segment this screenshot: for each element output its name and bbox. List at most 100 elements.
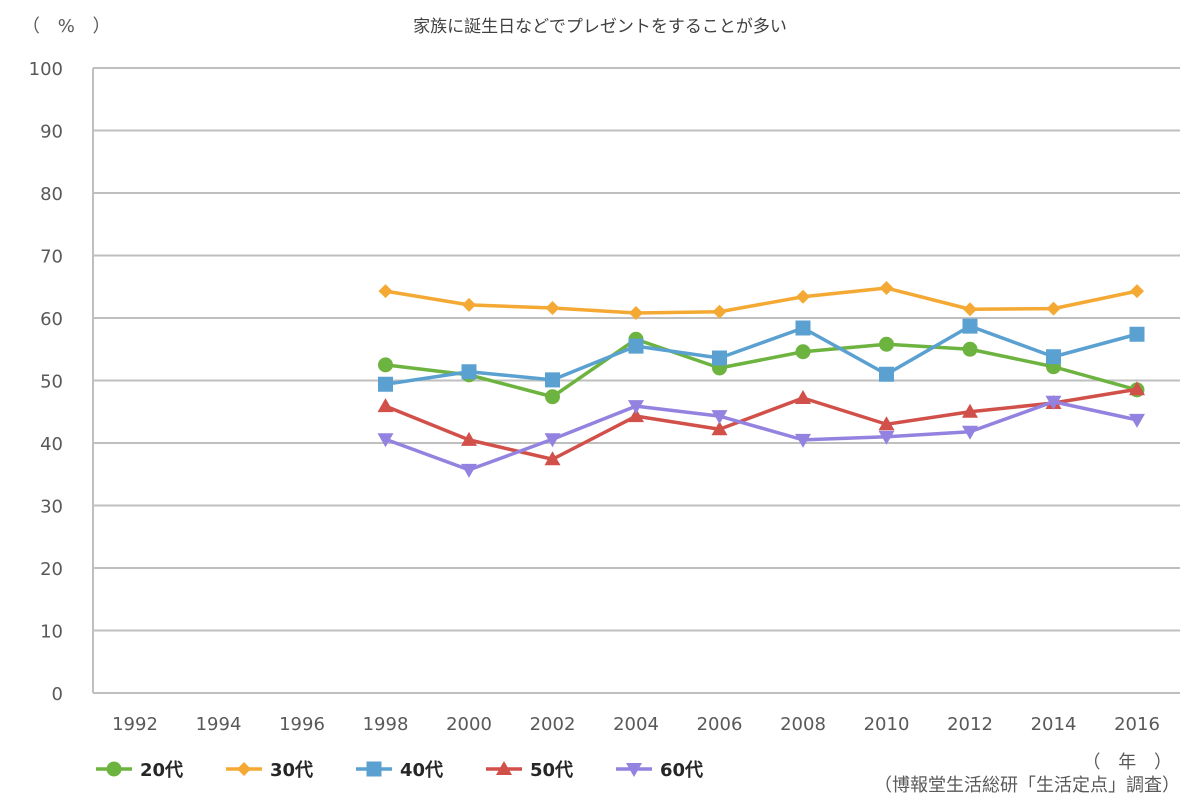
data-point-diamond	[545, 301, 560, 315]
y-tick-label: 10	[40, 622, 63, 643]
y-tick-label: 90	[40, 122, 63, 143]
x-tick-label: 1996	[279, 714, 325, 735]
data-point-circle	[962, 341, 978, 357]
x-tick-label: 1992	[112, 714, 158, 735]
data-point-triangle-down	[377, 433, 394, 448]
data-point-triangle-up	[496, 761, 512, 775]
data-point-diamond	[879, 281, 894, 295]
series-40s	[378, 318, 1145, 392]
y-tick-label: 0	[52, 684, 63, 705]
x-tick-label: 2004	[613, 714, 659, 735]
data-point-triangle-down	[544, 433, 561, 448]
legend-label: 20代	[140, 760, 184, 781]
data-point-triangle-up	[544, 451, 561, 466]
data-point-triangle-down	[795, 433, 811, 448]
data-point-triangle-down	[878, 430, 895, 445]
legend-marker-circle-icon	[96, 761, 132, 777]
y-axis-unit-label: （ % ）	[22, 16, 117, 37]
data-point-diamond	[462, 297, 476, 312]
data-point-diamond	[237, 762, 251, 776]
data-point-circle	[378, 357, 393, 373]
data-point-square	[461, 364, 477, 380]
data-point-square	[1129, 326, 1145, 342]
data-point-diamond	[378, 284, 393, 299]
data-point-diamond	[629, 306, 643, 320]
data-point-circle	[545, 389, 560, 405]
data-point-triangle-up	[795, 390, 811, 404]
x-tick-label: 2008	[780, 714, 826, 735]
data-point-triangle-up	[962, 403, 978, 418]
data-point-triangle-up	[711, 421, 728, 436]
legend-marker-triangle-down-icon	[616, 763, 652, 777]
legend-item-30s: 30代	[226, 756, 356, 782]
y-tick-label: 60	[40, 309, 63, 330]
source-note: （博報堂生活総研「生活定点」調査）	[874, 775, 1180, 796]
chart-title: 家族に誕生日などでプレゼントをすることが多い	[413, 17, 787, 37]
data-point-triangle-up	[1129, 381, 1145, 396]
data-point-square	[795, 320, 811, 336]
legend-item-20s: 20代	[96, 756, 226, 782]
axes	[92, 68, 1180, 694]
series-line	[384, 387, 1138, 461]
data-point-triangle-down	[1045, 395, 1062, 410]
data-point-triangle-down	[1129, 413, 1145, 428]
y-tick-labels: 0 10 20 30 40 50 60 70 80 90 100	[29, 59, 63, 705]
data-point-square	[628, 338, 644, 354]
legend-label: 50代	[530, 760, 574, 781]
series-60s	[377, 395, 1145, 478]
data-point-diamond	[712, 304, 727, 319]
data-point-triangle-down	[711, 410, 728, 425]
y-tick-label: 50	[40, 372, 63, 393]
data-point-square	[879, 366, 894, 382]
legend-marker-square-icon	[356, 761, 392, 777]
y-tick-label: 100	[29, 59, 63, 80]
y-tick-label: 70	[40, 247, 63, 268]
series-line	[385, 324, 1138, 386]
x-tick-label: 2010	[864, 714, 910, 735]
x-tick-label: 2012	[947, 714, 993, 735]
legend-label: 60代	[660, 760, 704, 781]
y-tick-label: 80	[40, 184, 63, 205]
data-point-triangle-up	[628, 408, 644, 423]
legend-label: 30代	[270, 760, 314, 781]
series-line	[384, 400, 1138, 472]
data-point-triangle-down	[461, 463, 477, 478]
legend-marker-triangle-up-icon	[486, 761, 522, 775]
legend: 20代 30代 40代 50代 60代	[96, 756, 746, 782]
y-tick-label: 20	[40, 559, 63, 580]
legend-item-60s: 60代	[616, 756, 746, 782]
legend-item-40s: 40代	[356, 756, 486, 782]
legend-marker-diamond-icon	[226, 762, 262, 776]
legend-label: 40代	[400, 760, 444, 781]
series-50s	[377, 381, 1145, 466]
data-point-triangle-up	[461, 431, 477, 446]
data-point-triangle-down	[626, 763, 642, 777]
x-tick-label: 2016	[1114, 714, 1160, 735]
data-point-square	[1046, 349, 1061, 365]
x-axis-unit-label: （ 年 ）	[1082, 752, 1178, 773]
x-tick-label: 2002	[530, 714, 576, 735]
data-point-diamond	[1046, 301, 1061, 316]
data-point-triangle-down	[962, 425, 978, 440]
series-30s	[378, 281, 1144, 320]
data-point-diamond	[796, 289, 810, 304]
x-tick-label: 2014	[1031, 714, 1077, 735]
data-point-square	[962, 318, 978, 334]
data-point-square	[545, 372, 560, 388]
series-group	[377, 281, 1145, 478]
data-point-circle	[879, 336, 894, 352]
x-tick-label: 1994	[196, 714, 242, 735]
data-point-square	[712, 350, 727, 366]
data-point-circle	[106, 761, 122, 777]
y-tick-label: 40	[40, 434, 63, 455]
x-tick-label: 2006	[697, 714, 743, 735]
legend-item-50s: 50代	[486, 756, 616, 782]
data-point-triangle-up	[878, 416, 895, 431]
data-point-square	[378, 376, 393, 392]
series-20s	[378, 331, 1145, 405]
x-tick-label: 2000	[446, 714, 492, 735]
data-point-diamond	[963, 302, 977, 317]
data-point-triangle-down	[628, 400, 644, 415]
data-point-circle	[795, 344, 811, 360]
data-point-square	[366, 761, 382, 777]
